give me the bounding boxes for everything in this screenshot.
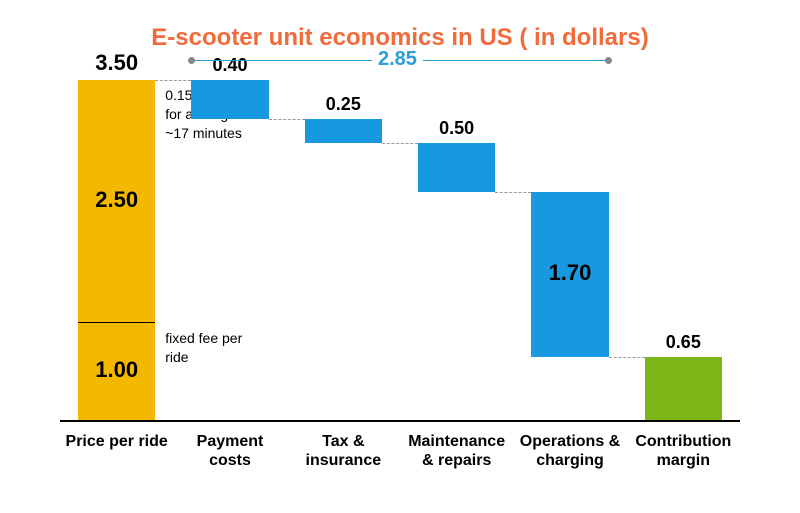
plot-area: 1.002.503.500.15 per minute for average … — [60, 80, 740, 422]
value-label-price-total: 3.50 — [78, 50, 155, 76]
value-label-ops: 1.70 — [531, 260, 608, 286]
bar-tax — [305, 119, 382, 143]
bar-price: 1.00 2.50 — [78, 80, 155, 420]
connector-1 — [269, 119, 305, 120]
x-axis-label-margin: Contribution margin — [628, 432, 738, 470]
x-axis-label-price: Price per ride — [62, 432, 172, 451]
side-note-price-1: fixed fee per ride — [165, 329, 265, 367]
value-label-margin: 0.65 — [645, 332, 722, 353]
value-label-price-1: 2.50 — [78, 187, 155, 213]
connector-3 — [495, 192, 531, 193]
connector-4 — [609, 357, 645, 358]
value-label-tax: 0.25 — [305, 94, 382, 115]
x-axis-label-ops: Operations & charging — [515, 432, 625, 470]
bar-margin — [645, 357, 722, 420]
connector-0 — [155, 80, 191, 81]
connector-2 — [382, 143, 418, 144]
value-label-maint: 0.50 — [418, 118, 495, 139]
x-axis-label-payment: Payment costs — [175, 432, 285, 470]
value-label-price-0: 1.00 — [78, 357, 155, 383]
bar-payment — [191, 80, 268, 119]
x-axis-label-tax: Tax & insurance — [288, 432, 398, 470]
chart-container: E-scooter unit economics in US ( in doll… — [0, 0, 800, 513]
cost-bracket-endcap-right — [605, 57, 612, 64]
value-label-payment: 0.40 — [191, 55, 268, 76]
bar-maint — [418, 143, 495, 192]
cost-bracket-value: 2.85 — [372, 48, 423, 71]
x-axis-label-maint: Maintenance & repairs — [402, 432, 512, 470]
bar-price-divider — [78, 322, 155, 323]
